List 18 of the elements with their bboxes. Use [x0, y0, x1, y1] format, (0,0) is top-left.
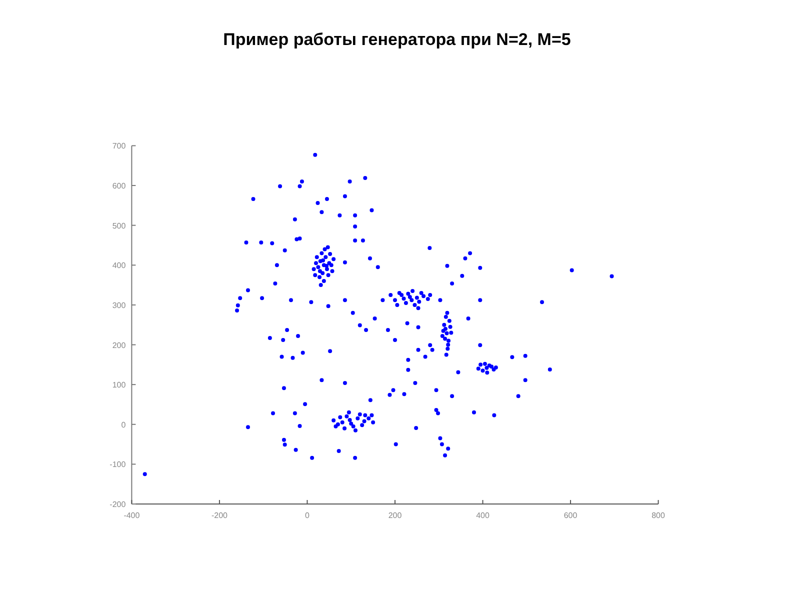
y-tick-label: -200	[110, 500, 126, 509]
y-tick-label: 0	[121, 420, 126, 430]
y-tick-label: 500	[112, 221, 126, 230]
x-tick-label: 600	[564, 511, 578, 520]
y-tick-label: 200	[112, 340, 126, 350]
y-tick-label: 100	[112, 380, 126, 390]
chart-title: Пример работы генератора при N=2, M=5	[223, 30, 571, 49]
x-tick-label: 0	[305, 511, 310, 520]
y-tick-label: 300	[112, 300, 126, 310]
y-tick-label: 600	[112, 182, 126, 191]
x-tick-label: -400	[124, 511, 140, 520]
y-tick-label: 400	[112, 261, 126, 270]
x-tick-label: 800	[652, 511, 666, 520]
x-tick-label: 200	[388, 511, 402, 520]
y-tick-label: -100	[110, 460, 126, 470]
y-tick-label: 700	[112, 142, 126, 151]
x-tick-label: 400	[476, 511, 490, 520]
x-tick-label: -200	[211, 511, 228, 520]
